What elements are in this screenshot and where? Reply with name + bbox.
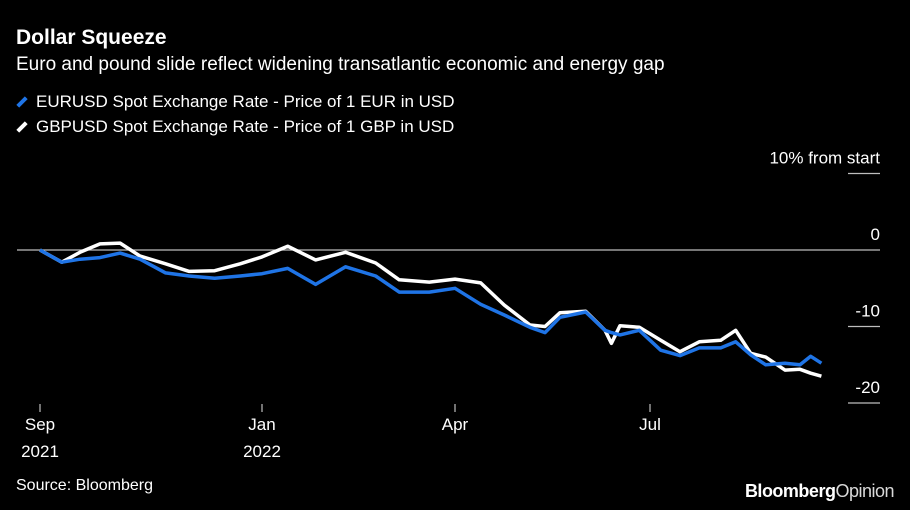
x-tick-label: Apr — [442, 415, 469, 434]
y-tick-label: 10% from start — [769, 149, 880, 168]
legend-label-gbpusd: GBPUSD Spot Exchange Rate - Price of 1 G… — [36, 117, 455, 136]
x-tick-label: Sep — [25, 415, 55, 434]
line-chart: 10% from start 0 -10 -20 Sep 2021 Jan 2022 Apr Ju… — [17, 149, 880, 461]
x-tick-label-year: 2022 — [243, 442, 281, 461]
logo-part2: Opinion — [835, 481, 894, 501]
legend-label-eurusd: EURUSD Spot Exchange Rate - Price of 1 E… — [36, 92, 455, 111]
y-tick-label: 0 — [871, 225, 880, 244]
source-note: Source: Bloomberg — [16, 477, 153, 494]
chart-title: Dollar Squeeze — [16, 26, 167, 49]
x-tick-label: Jul — [639, 415, 661, 434]
y-tick-label: -10 — [855, 302, 880, 321]
logo-part1: Bloomberg — [744, 481, 836, 501]
x-tick-label-year: 2021 — [21, 442, 59, 461]
y-tick-label: -20 — [855, 378, 880, 397]
gbpusd-line — [39, 241, 822, 378]
legend-item-eurusd: EURUSD Spot Exchange Rate - Price of 1 E… — [16, 92, 455, 112]
bloomberg-opinion-logo: BloombergOpinion — [744, 481, 895, 502]
x-tick-label: Jan — [248, 415, 275, 434]
legend-item-gbpusd: GBPUSD Spot Exchange Rate - Price of 1 G… — [16, 117, 454, 137]
chart-subtitle: Euro and pound slide reflect widening tr… — [16, 54, 665, 75]
eurusd-line — [39, 248, 823, 367]
